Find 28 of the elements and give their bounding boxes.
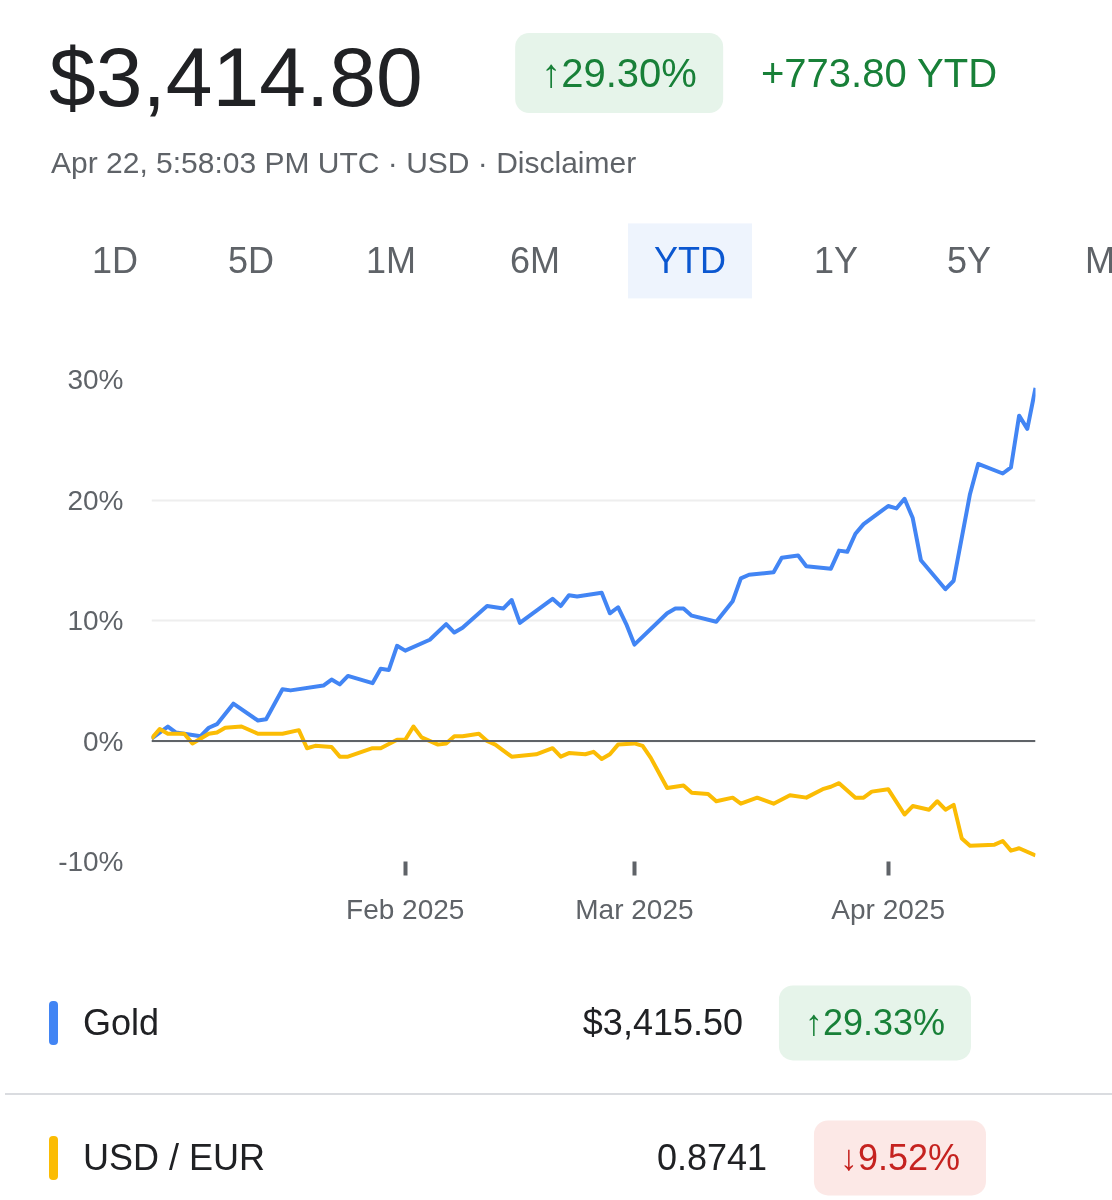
x-tick-label: Mar 2025 (575, 893, 694, 925)
x-tick-label: Apr 2025 (831, 893, 945, 925)
y-tick-label: 10% (67, 605, 124, 636)
y-tick-label: 30% (67, 364, 124, 395)
chart-subtitle: Apr 22, 5:58:03 PM UTC · USD · Disclaimer (51, 145, 637, 181)
text: 0.8741 (656, 1136, 767, 1180)
legend-label: USD / EUR (83, 1136, 266, 1180)
legend-label: Gold (83, 1001, 160, 1045)
text: 1M (365, 239, 417, 283)
text: 1Y (813, 239, 859, 283)
text: ↑29.30% (515, 33, 723, 113)
chart-title: $3,414.80 (49, 28, 423, 126)
text: 6M (509, 239, 561, 283)
text: +773.80 YTD (761, 50, 998, 97)
text: YTD (628, 223, 752, 299)
x-tick-label: Feb 2025 (346, 893, 465, 925)
text: 5D (227, 239, 275, 283)
text: ↑29.33% (778, 985, 972, 1061)
y-tick-label: 20% (67, 484, 124, 516)
y-tick-label: 0% (83, 725, 124, 757)
text: ↓9.52% (813, 1120, 987, 1196)
y-tick-label: -10% (58, 846, 124, 877)
text: M (1085, 239, 1112, 283)
text: 5Y (946, 239, 992, 283)
text: $3,415.50 (582, 1001, 743, 1045)
text: 1D (91, 239, 139, 283)
line-series (151, 385, 1036, 741)
line-series (151, 724, 1036, 858)
